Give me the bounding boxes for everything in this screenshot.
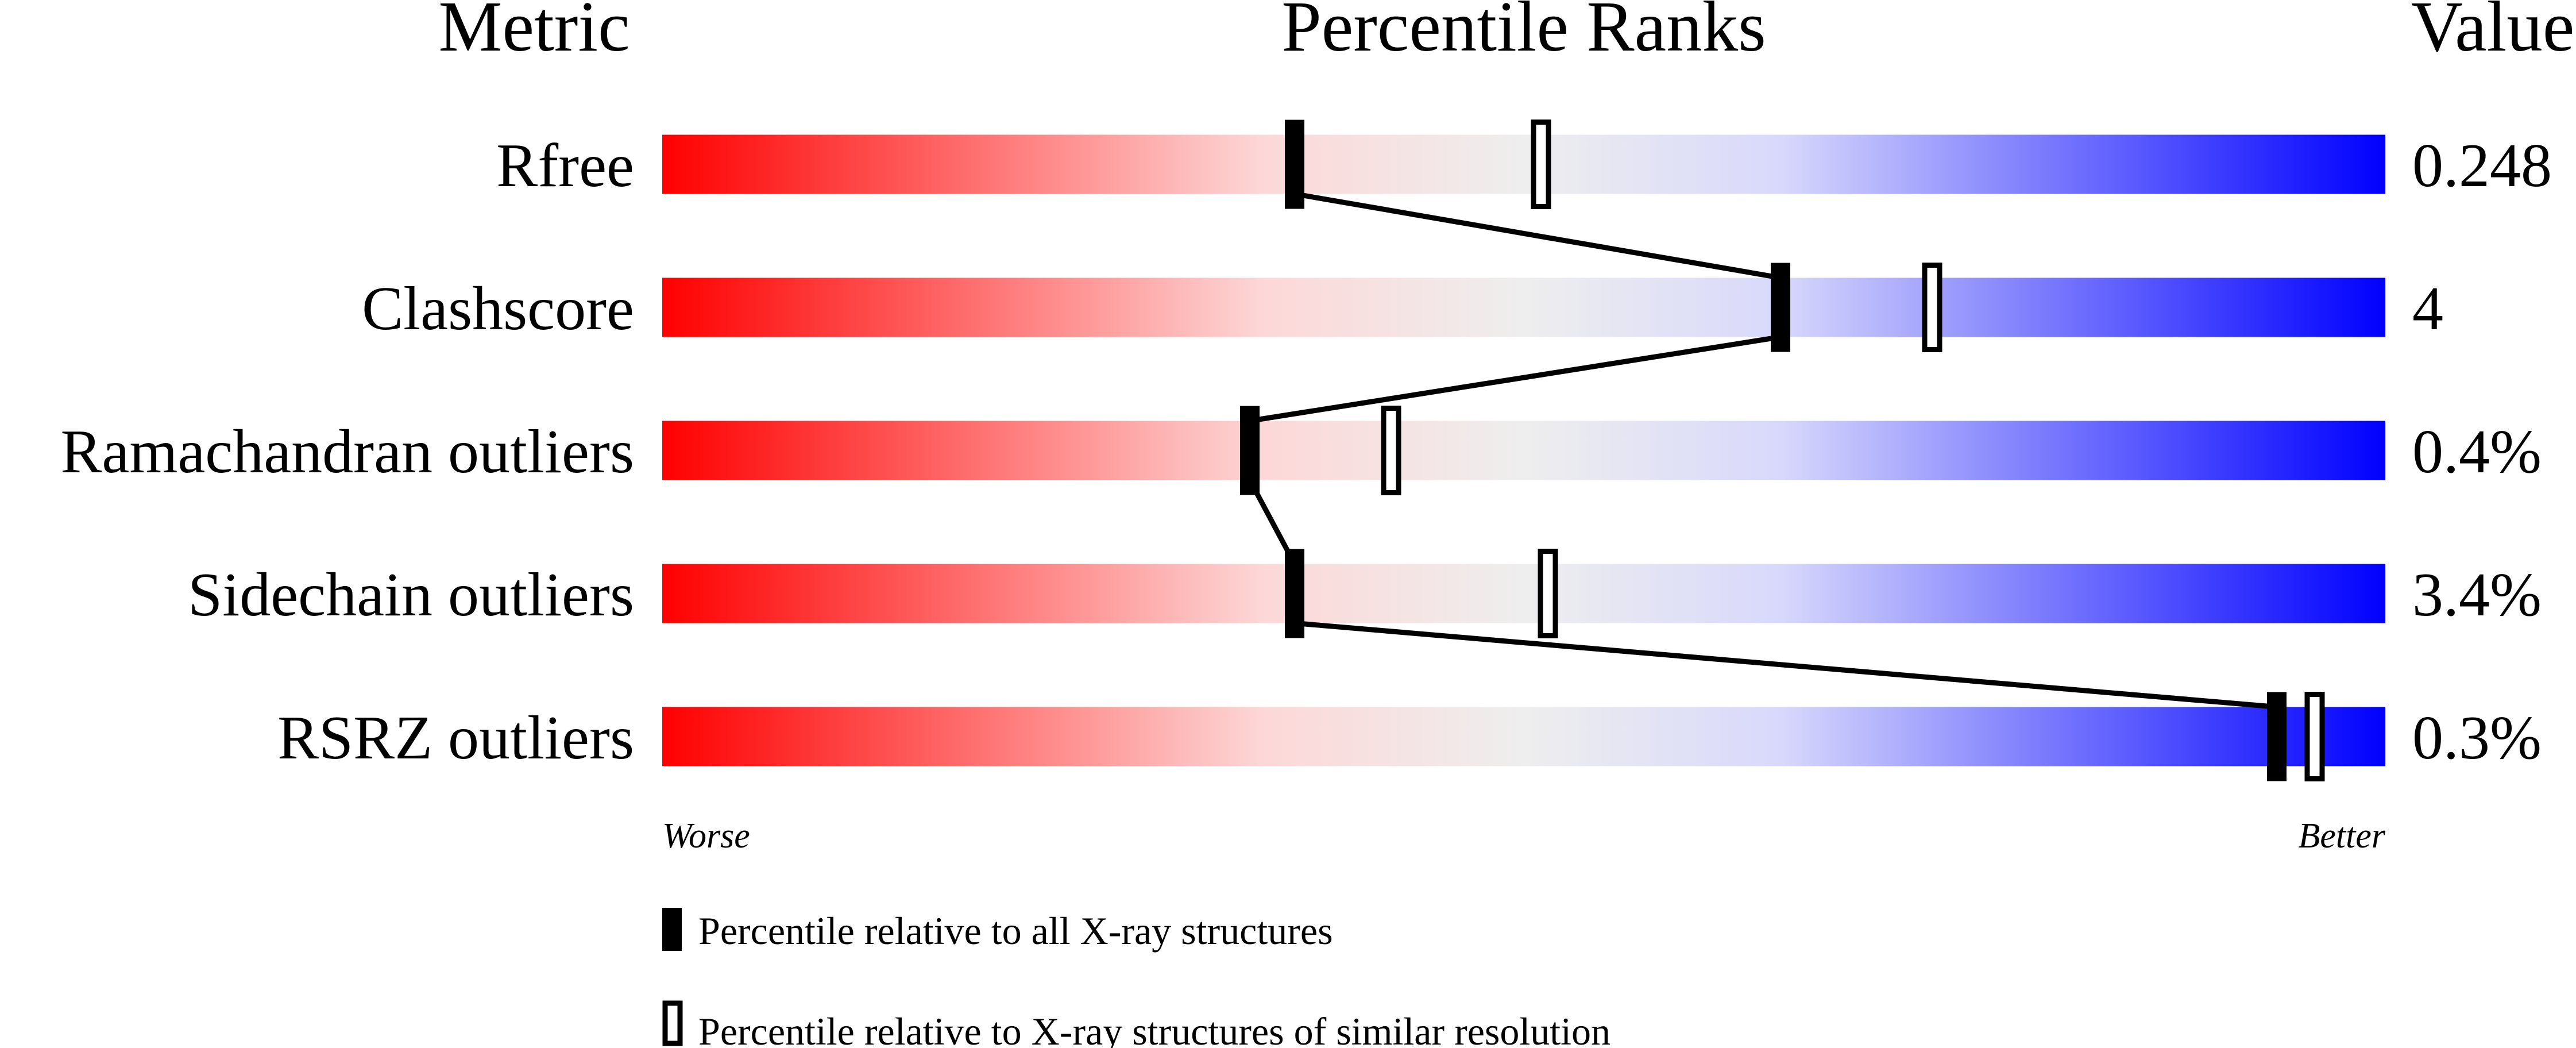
marker-similar-resolution [1922,263,1942,352]
legend-filled-label: Percentile relative to all X-ray structu… [698,909,1333,953]
marker-similar-resolution [1538,549,1558,638]
worse-label: Worse [662,816,750,856]
metric-value: 0.4% [2412,418,2542,486]
metric-value: 3.4% [2412,561,2542,629]
metric-row: Rfree 0.248 [496,120,2552,209]
percentile-link-line [1294,191,1781,280]
metric-label: Ramachandran outliers [60,418,634,486]
metric-label: RSRZ outliers [277,704,634,772]
legend-open-label: Percentile relative to X-ray structures … [698,1010,1611,1048]
percentile-link-line [1294,621,2277,710]
metric-row: RSRZ outliers 0.3% [277,692,2542,781]
metric-label: Rfree [496,132,634,200]
percentile-bar [662,134,2385,194]
metric-value: 0.248 [2412,132,2552,200]
header-metric: Metric [438,0,629,67]
marker-similar-resolution [1531,120,1551,209]
legend-filled-marker [662,908,682,951]
metric-row: Clashscore 4 [362,263,2443,352]
metric-label: Sidechain outliers [188,561,634,629]
metric-row: Ramachandran outliers 0.4% [60,406,2542,495]
percentile-link-line [1248,479,1297,565]
percentile-bar [662,421,2385,480]
metric-value: 0.3% [2412,704,2542,772]
metric-row: Sidechain outliers 3.4% [188,549,2542,638]
header-value: Value [2411,0,2575,67]
percentile-bar [662,707,2385,766]
percentile-bar [662,564,2385,623]
legend-open-marker [662,1000,683,1046]
percentile-link-line [1249,334,1781,423]
better-label: Better [2299,816,2386,856]
metric-label: Clashscore [362,275,634,343]
marker-similar-resolution [1381,406,1401,495]
metric-value: 4 [2412,275,2443,343]
marker-similar-resolution [2304,692,2325,781]
header-percentile-ranks: Percentile Ranks [1281,0,1766,67]
percentile-bar [662,278,2385,337]
